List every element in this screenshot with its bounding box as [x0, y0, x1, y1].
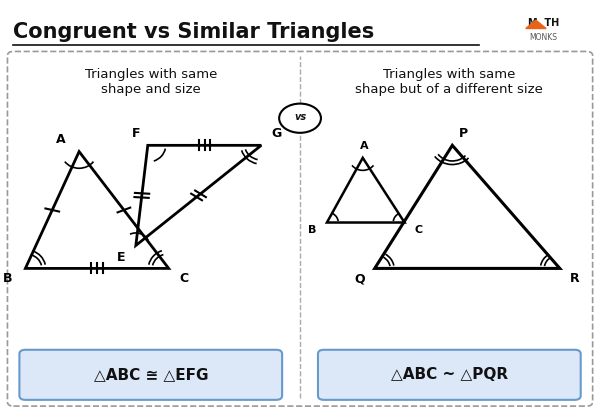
Text: Congruent vs Similar Triangles: Congruent vs Similar Triangles: [13, 22, 374, 42]
Polygon shape: [526, 20, 546, 29]
Text: MONKS: MONKS: [529, 33, 557, 42]
Text: B: B: [308, 225, 316, 235]
Text: Triangles with same
shape and size: Triangles with same shape and size: [85, 68, 217, 96]
Text: △ABC ~ △PQR: △ABC ~ △PQR: [391, 368, 508, 382]
Text: G: G: [271, 127, 281, 140]
Text: M  TH: M TH: [528, 18, 559, 28]
Text: A: A: [360, 141, 369, 151]
Circle shape: [279, 104, 321, 133]
Text: P: P: [458, 127, 467, 140]
Text: A: A: [56, 133, 66, 146]
Text: Q: Q: [355, 272, 365, 285]
Text: E: E: [116, 252, 125, 265]
Text: C: C: [179, 272, 188, 285]
FancyBboxPatch shape: [7, 52, 593, 406]
FancyBboxPatch shape: [19, 350, 282, 400]
Text: vs: vs: [294, 113, 306, 122]
Text: Triangles with same
shape but of a different size: Triangles with same shape but of a diffe…: [355, 68, 543, 96]
Text: F: F: [131, 127, 140, 140]
Text: C: C: [414, 225, 422, 235]
Text: R: R: [570, 272, 580, 285]
Text: B: B: [3, 272, 12, 285]
FancyBboxPatch shape: [318, 350, 581, 400]
Text: △ABC ≅ △EFG: △ABC ≅ △EFG: [94, 368, 208, 382]
